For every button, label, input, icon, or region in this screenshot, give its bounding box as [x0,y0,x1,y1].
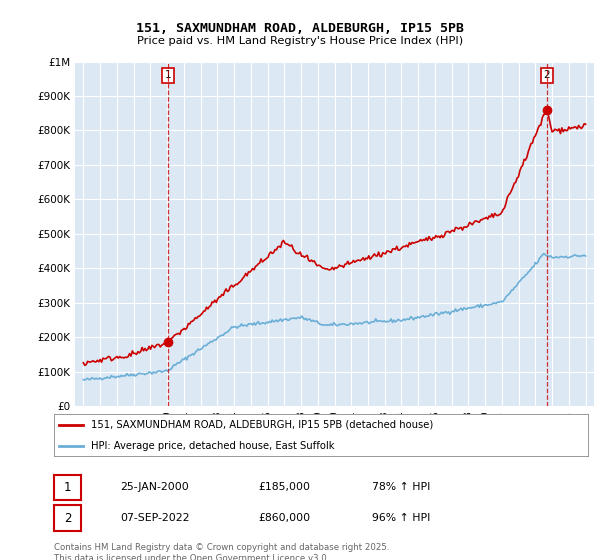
Text: 151, SAXMUNDHAM ROAD, ALDEBURGH, IP15 5PB (detached house): 151, SAXMUNDHAM ROAD, ALDEBURGH, IP15 5P… [91,420,434,430]
Text: £185,000: £185,000 [258,482,310,492]
Text: 1: 1 [165,71,172,81]
Text: Price paid vs. HM Land Registry's House Price Index (HPI): Price paid vs. HM Land Registry's House … [137,36,463,46]
Text: HPI: Average price, detached house, East Suffolk: HPI: Average price, detached house, East… [91,441,335,451]
Text: £860,000: £860,000 [258,513,310,523]
Text: 1: 1 [64,480,71,494]
Text: 151, SAXMUNDHAM ROAD, ALDEBURGH, IP15 5PB: 151, SAXMUNDHAM ROAD, ALDEBURGH, IP15 5P… [136,22,464,35]
Text: 2: 2 [64,511,71,525]
Text: 96% ↑ HPI: 96% ↑ HPI [372,513,430,523]
Text: 2: 2 [544,71,550,81]
Text: 78% ↑ HPI: 78% ↑ HPI [372,482,430,492]
Text: 25-JAN-2000: 25-JAN-2000 [120,482,189,492]
Text: Contains HM Land Registry data © Crown copyright and database right 2025.
This d: Contains HM Land Registry data © Crown c… [54,543,389,560]
Text: 07-SEP-2022: 07-SEP-2022 [120,513,190,523]
